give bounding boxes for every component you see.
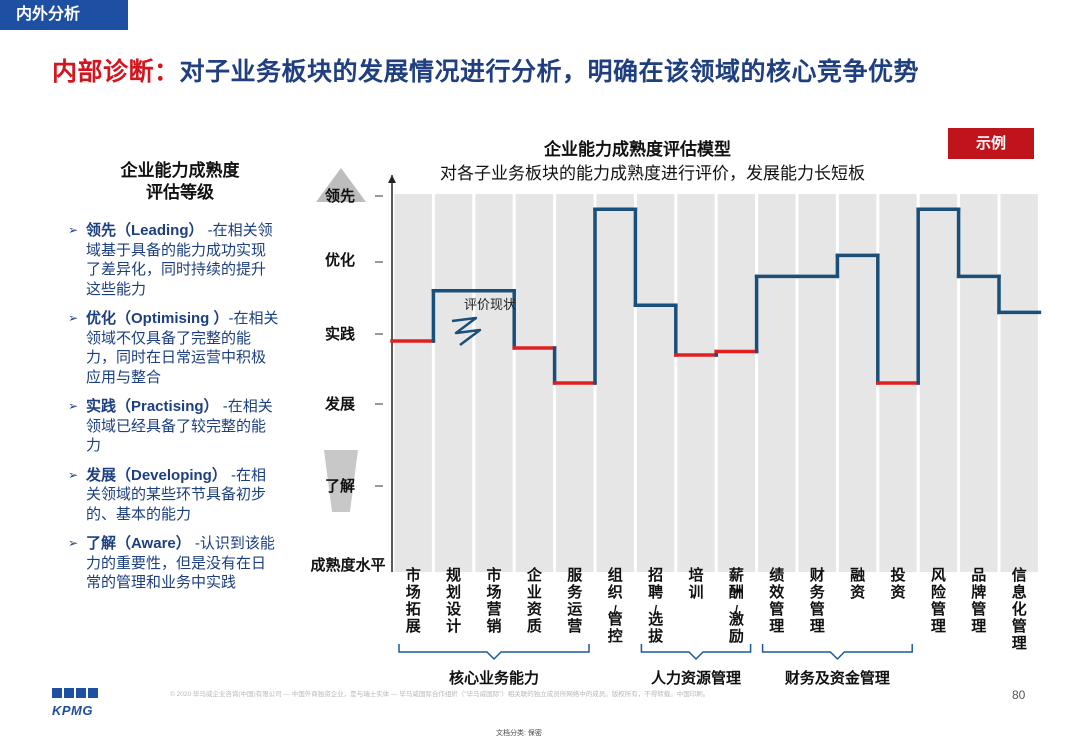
- level-name: 发展（Developing）: [86, 466, 227, 484]
- category-column-bg: [515, 194, 554, 572]
- group-label: 核心业务能力: [449, 669, 539, 687]
- annotation-label: 评价现状: [464, 297, 516, 312]
- headline-prefix: 内部诊断：: [52, 58, 180, 86]
- bullet-arrow-icon: ➢: [68, 311, 79, 325]
- category-label: 品牌管理: [971, 567, 986, 635]
- category-column-bg: [919, 194, 958, 572]
- category-label: 规划设计: [446, 567, 461, 635]
- category-column-bg: [394, 194, 432, 572]
- zigzag-icon: [451, 316, 482, 346]
- level-item-leading: ➢ 领先（Leading） -在相关领域基于具备的能力成功实现了差异化，同时持续的…: [68, 221, 280, 299]
- level-desc: -在相关领域已经具备了较完整的能力: [86, 398, 273, 454]
- y-tick-label: 优化: [325, 251, 355, 269]
- logo-boxes-icon: [52, 688, 98, 698]
- category-column-bg: [798, 194, 836, 572]
- level-item-optimising: ➢ 优化（Optimising ）-在相关领域不仅具备了完整的能力，同时在日常运营…: [68, 309, 280, 387]
- y-tick-label: 实践: [325, 325, 355, 343]
- down-taper-icon: [324, 450, 358, 512]
- bullet-arrow-icon: ➢: [68, 467, 79, 482]
- group-bracket: [398, 644, 590, 661]
- maturity-title-line-2: 评估等级: [146, 183, 214, 202]
- level-item-practising: ➢ 实践（Practising） -在相关领域已经具备了较完整的能力: [68, 397, 280, 456]
- maturity-title-line-1: 企业能力成熟度: [120, 161, 240, 180]
- category-label: 培训: [688, 566, 703, 601]
- bullet-arrow-icon: ➢: [68, 399, 79, 413]
- category-column-bg: [596, 194, 634, 572]
- copyright-notice: © 2020 毕马威企业咨询(中国)有限公司 — 中国外商独资企业，是与瑞士实体…: [170, 691, 710, 698]
- y-axis-label: 成熟度水平: [310, 556, 385, 574]
- maturity-levels-title: 企业能力成熟度 评估等级: [100, 160, 260, 204]
- category-column-bg: [758, 194, 796, 572]
- category-column-bg: [475, 194, 513, 572]
- maturity-level-list: ➢ 领先（Leading） -在相关领域基于具备的能力成功实现了差异化，同时持续的…: [68, 221, 280, 603]
- group-label: 人力资源管理: [651, 669, 741, 687]
- category-label: 企业资质: [526, 566, 543, 635]
- category-column-bg: [838, 194, 877, 572]
- level-name: 实践（Practising）: [86, 398, 219, 415]
- category-label: 绩效管理: [769, 566, 785, 635]
- logo-wordmark: KPMG: [52, 703, 93, 718]
- category-label: 招聘/选拔: [648, 566, 664, 645]
- example-badge: 示例: [948, 128, 1034, 159]
- level-desc: -认识到该能力的重要性，但是没有在日常的管理和业务中实践: [86, 535, 275, 591]
- category-column-bg: [717, 194, 756, 572]
- y-tick-label: 领先: [324, 187, 355, 205]
- category-label: 信息化管理: [1012, 566, 1027, 652]
- y-axis-arrow-icon: [388, 175, 396, 183]
- headline-text: 对子业务板块的发展情况进行分析，明确在该领域的核心竞争优势: [179, 58, 920, 86]
- category-label: 市场拓展: [406, 566, 421, 635]
- category-label: 组织/管控: [608, 566, 623, 645]
- category-label: 融资: [850, 566, 865, 601]
- category-column-bg: [434, 194, 473, 572]
- up-arrow-icon: [316, 168, 366, 202]
- y-tick-label: 了解: [325, 477, 355, 495]
- category-column-bg: [960, 194, 998, 572]
- bullet-arrow-icon: ➢: [68, 223, 79, 237]
- chart-title: 企业能力成熟度评估模型: [544, 140, 731, 159]
- page-number: 80: [1012, 688, 1026, 702]
- chart-subtitle: 对各子业务板块的能力成熟度进行评价，发展能力长短板: [440, 164, 865, 183]
- category-label: 风险管理: [931, 567, 947, 635]
- group-bracket: [761, 644, 913, 661]
- level-desc: -在相关领域不仅具备了完整的能力，同时在日常运营中积极应用与整合: [86, 310, 279, 386]
- category-label: 财务管理: [810, 566, 826, 635]
- category-label: 服务运营: [567, 567, 583, 635]
- section-tag: 内外分析: [0, 0, 128, 30]
- level-desc: -在相关领域基于具备的能力成功实现了差异化，同时持续的提升这些能力: [86, 222, 273, 298]
- y-tick-label: 发展: [324, 395, 355, 413]
- bullet-arrow-icon: ➢: [68, 536, 79, 550]
- category-column-bg: [1000, 194, 1038, 572]
- category-label: 市场营销: [486, 566, 501, 635]
- level-name: 优化（Optimising ）: [86, 310, 229, 327]
- level-item-developing: ➢ 发展（Developing） -在相关领域的某些环节具备初步的、基本的能力: [68, 466, 280, 525]
- category-label: 投资: [890, 566, 905, 601]
- category-label: 薪酬/激励: [729, 566, 745, 645]
- category-column-bg: [636, 194, 675, 572]
- category-column-bg: [677, 194, 715, 572]
- group-label: 财务及资金管理: [785, 669, 890, 687]
- kpmg-logo: KPMG: [52, 685, 98, 718]
- level-desc: -在相关领域的某些环节具备初步的、基本的能力: [86, 466, 267, 523]
- page-headline: 内部诊断：对子业务板块的发展情况进行分析，明确在该领域的核心竞争优势: [52, 52, 919, 88]
- group-bracket: [640, 644, 752, 661]
- level-name: 领先（Leading）: [86, 222, 204, 239]
- level-name: 了解（Aware）: [86, 535, 191, 552]
- level-item-aware: ➢ 了解（Aware） -认识到该能力的重要性，但是没有在日常的管理和业务中实践: [68, 534, 280, 593]
- document-classification: 文档分类: 保密: [496, 730, 542, 737]
